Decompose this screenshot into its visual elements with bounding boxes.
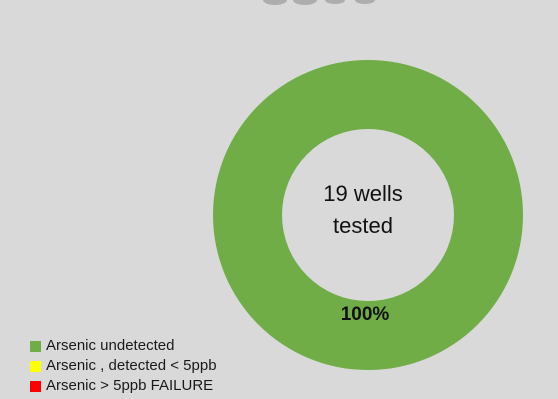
donut-slices <box>212 59 523 371</box>
legend-label-undetected: Arsenic undetected <box>46 337 175 354</box>
legend-swatch-undetected <box>30 340 41 352</box>
legend-label-detected-low: Arsenic , detected < 5ppb <box>46 357 217 374</box>
legend-item-undetected: Arsenic undetected <box>30 336 217 356</box>
donut-slice-1 <box>212 59 523 371</box>
cropped-title-remnant <box>263 0 375 5</box>
center-text-line-1: 19 wells <box>323 181 402 206</box>
chart-legend: Arsenic undetected Arsenic , detected < … <box>30 336 217 396</box>
legend-swatch-failure <box>30 380 41 392</box>
legend-item-failure: Arsenic > 5ppb FAILURE <box>30 376 217 396</box>
slice-label-undetected: 100% <box>341 304 390 325</box>
center-text-line-2: tested <box>333 213 393 238</box>
legend-swatch-detected-low <box>30 360 41 372</box>
legend-item-detected-low: Arsenic , detected < 5ppb <box>30 356 217 376</box>
legend-label-failure: Arsenic > 5ppb FAILURE <box>46 377 214 394</box>
